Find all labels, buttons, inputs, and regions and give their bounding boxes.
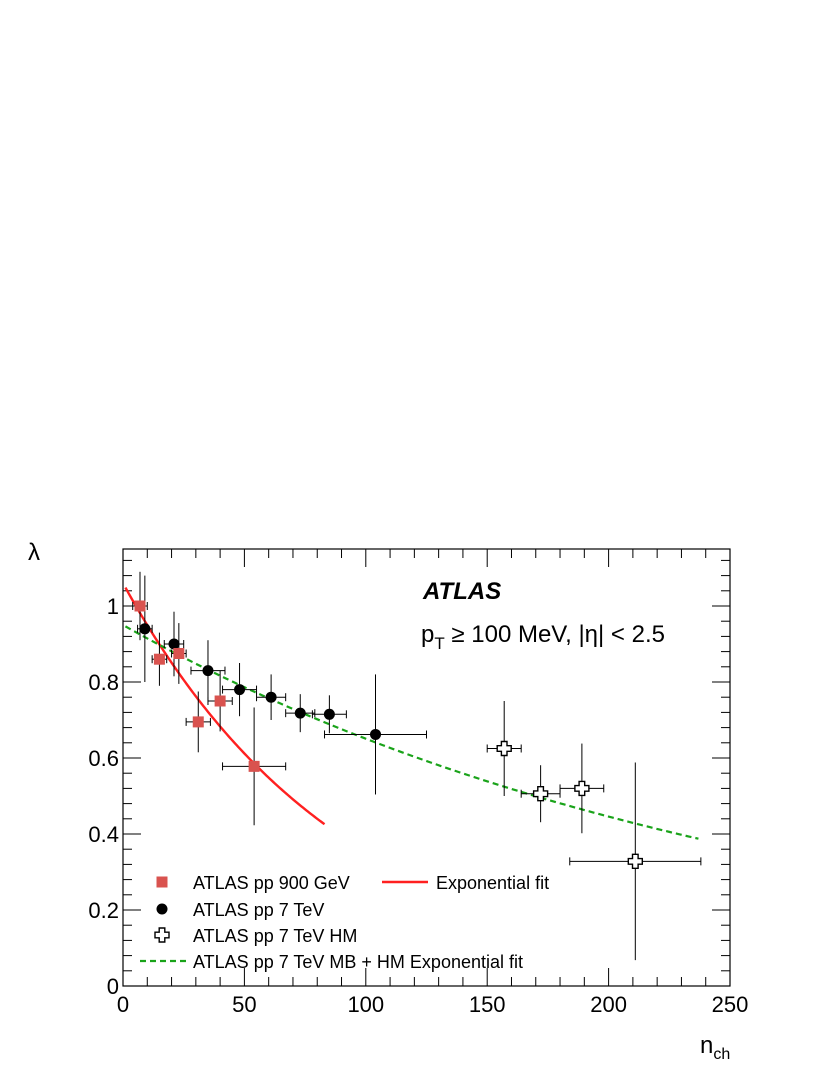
x-tick-label: 250 [712,992,749,1017]
experiment-label: ATLAS [422,578,501,605]
data-point [569,762,702,961]
x-tick-label: 100 [347,992,384,1017]
legend-label: ATLAS pp 900 GeV [193,873,350,893]
legend-label: Exponential fit [436,873,549,893]
x-tick-label: 0 [117,992,129,1017]
legend-marker-circle [156,903,168,915]
marker-square [134,600,146,612]
data-point [486,701,522,796]
plot-border [122,548,731,987]
data-points [132,571,702,961]
y-tick-label: 0 [107,974,119,999]
y-tick-label: 0.2 [88,898,119,923]
marker-circle [323,708,335,720]
x-axis-title: nch [700,1032,730,1063]
y-tick-label: 1 [107,594,119,619]
exponential-fit-curve [124,587,326,826]
marker-square [214,695,226,707]
data-point [222,707,287,826]
data-point [171,623,187,684]
mb-hm-exponential-fit-curve [124,625,699,840]
marker-square [173,648,185,659]
legend-entry: Exponential fit [382,873,549,893]
data-point [311,695,347,734]
marker-open-cross [627,853,644,870]
tick-labels: 0 50 100 150 200 250 0 0.2 0.4 0.6 0.8 1 [88,594,748,1017]
legend-entry: ATLAS pp 7 TeV HM [154,926,357,946]
marker-open-cross [496,740,512,757]
marker-circle [168,638,180,650]
marker-open-cross [532,786,549,802]
marker-open-cross [574,780,590,797]
legend-entry: ATLAS pp 7 TeV [156,900,324,920]
cut-label: pT ≥ 100 MeV, |η| < 2.5 [421,621,665,653]
legend-label: ATLAS pp 7 TeV MB + HM Exponential fit [193,952,523,972]
legend-marker-square [156,876,168,888]
marker-circle [139,623,151,635]
marker-square [248,760,260,772]
data-point [256,674,287,720]
y-axis-title: λ [28,539,40,566]
x-tick-label: 50 [232,992,256,1017]
axis-ticks [122,549,731,987]
data-point [163,611,185,677]
x-tick-label: 200 [590,992,627,1017]
legend-label: ATLAS pp 7 TeV HM [193,926,357,946]
marker-circle [202,665,214,677]
fit-curves [124,587,699,840]
data-point [285,694,316,733]
data-point [137,575,153,682]
data-point [132,571,148,641]
y-tick-label: 0.8 [88,670,119,695]
marker-circle [234,684,246,696]
legend-label: ATLAS pp 7 TeV [193,900,324,920]
marker-circle [265,691,277,703]
data-point [207,670,233,732]
marker-square [153,653,165,665]
legend-marker-open-cross [154,927,170,943]
x-tick-label: 150 [469,992,506,1017]
marker-square [192,716,204,728]
data-point [520,765,561,823]
marker-circle [370,728,382,740]
data-point [222,663,258,717]
data-point [559,743,605,834]
data-point [190,640,226,701]
data-point [324,674,427,795]
legend: ATLAS pp 900 GeV ATLAS pp 7 TeV ATLAS pp 7… [140,873,549,972]
legend-entry: ATLAS pp 900 GeV [156,873,350,893]
y-tick-label: 0.4 [88,822,119,847]
y-tick-label: 0.6 [88,746,119,771]
data-point [185,691,211,753]
legend-entry: ATLAS pp 7 TeV MB + HM Exponential fit [140,952,523,972]
marker-circle [294,707,306,719]
plot-frame [122,548,731,987]
data-point [151,632,168,686]
